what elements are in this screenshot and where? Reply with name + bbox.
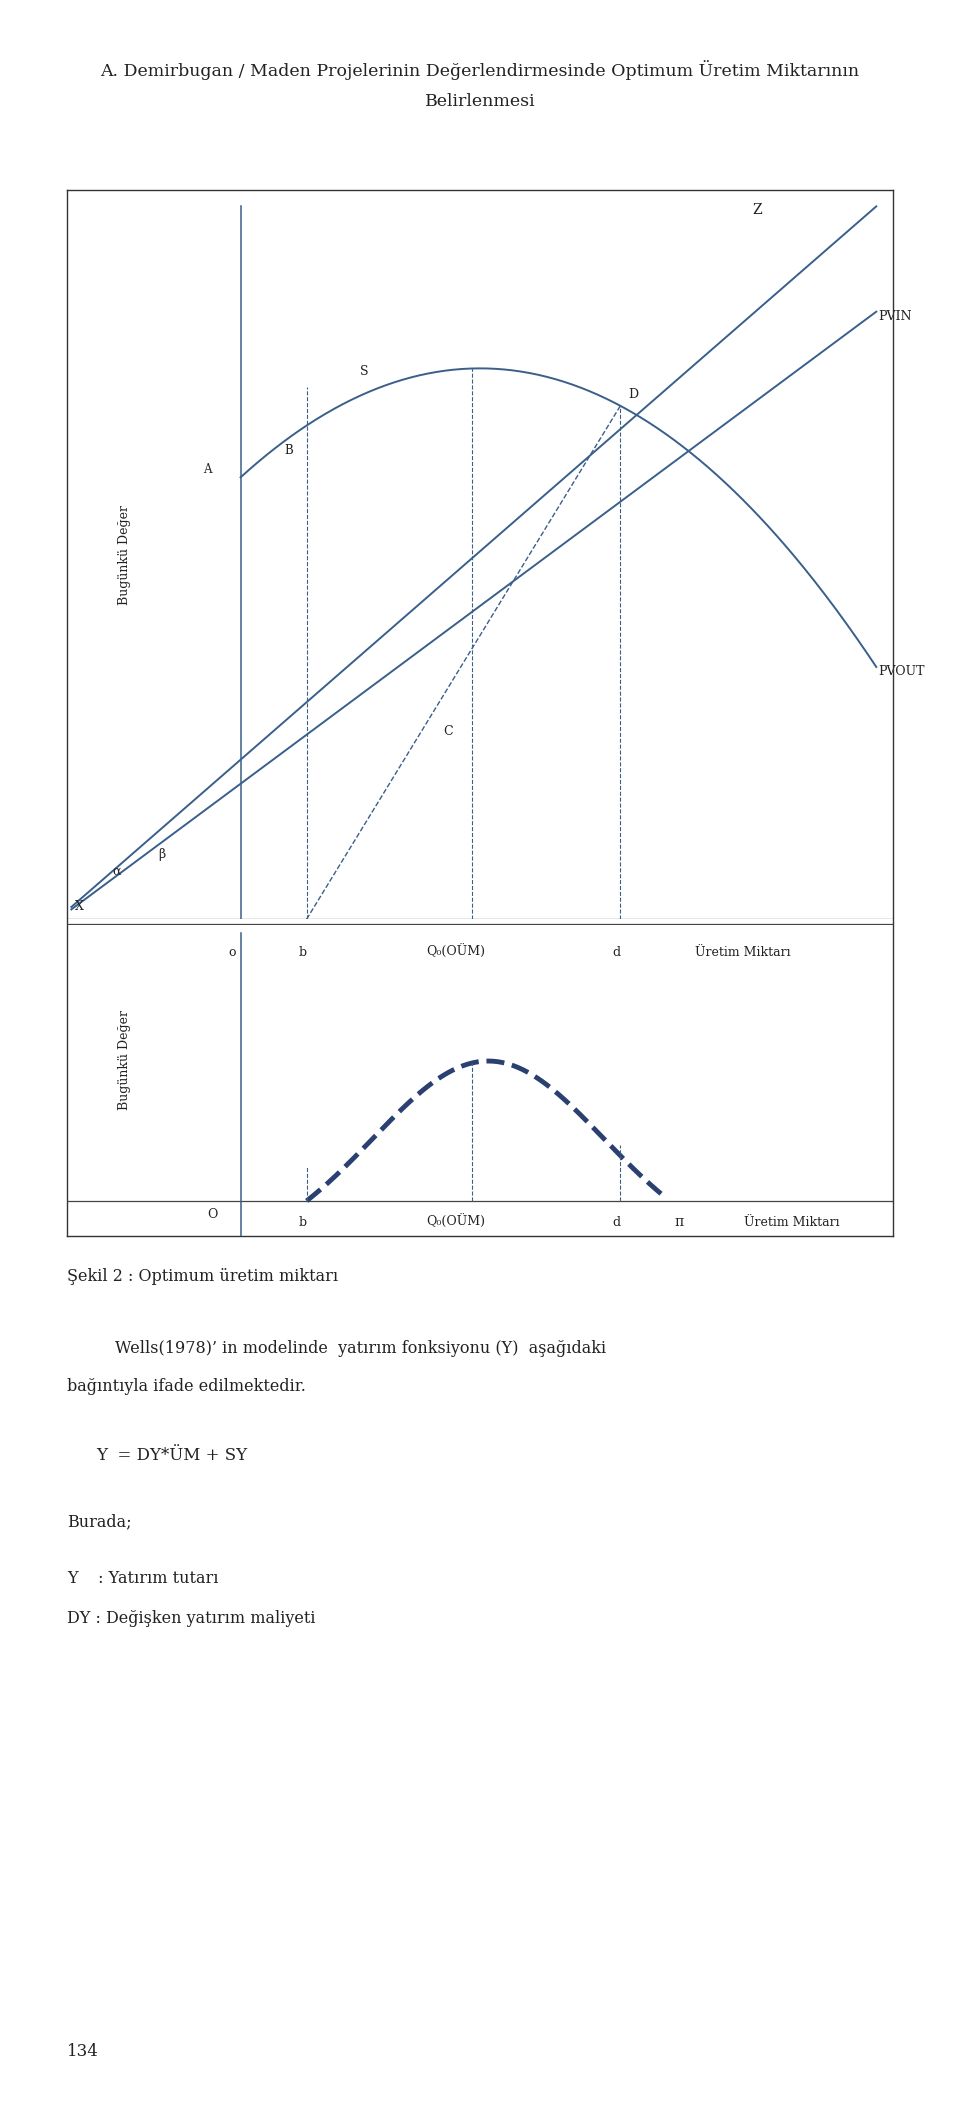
Text: β: β (158, 849, 165, 862)
Text: C: C (443, 725, 452, 737)
Text: PVIN: PVIN (878, 311, 911, 323)
Text: Üretim Miktarı: Üretim Miktarı (695, 947, 790, 959)
Text: o: o (228, 947, 236, 959)
Text: d: d (612, 1215, 620, 1228)
Text: Y  = DY*ÜM + SY: Y = DY*ÜM + SY (96, 1447, 247, 1464)
Text: b: b (299, 1215, 306, 1228)
Text: Üretim Miktarı: Üretim Miktarı (744, 1215, 840, 1228)
Text: D: D (629, 387, 638, 401)
Text: PVOUT: PVOUT (878, 666, 924, 678)
Text: π: π (674, 1215, 684, 1228)
Text: b: b (299, 947, 306, 959)
Text: A. Demirbugan / Maden Projelerinin Değerlendirmesinde Optimum Üretim Miktarının: A. Demirbugan / Maden Projelerinin Değer… (101, 59, 859, 80)
Text: Q₀(OÜM): Q₀(OÜM) (426, 945, 486, 959)
Text: Y    : Yatırım tutarı: Y : Yatırım tutarı (67, 1570, 219, 1587)
Text: S: S (360, 366, 369, 378)
Text: Burada;: Burada; (67, 1513, 132, 1530)
Text: Z: Z (753, 203, 762, 218)
Text: bağıntıyla ifade edilmektedir.: bağıntıyla ifade edilmektedir. (67, 1378, 306, 1395)
Text: Belirlenmesi: Belirlenmesi (424, 93, 536, 110)
Text: 134: 134 (67, 2043, 99, 2060)
Text: Şekil 2 : Optimum üretim miktarı: Şekil 2 : Optimum üretim miktarı (67, 1268, 338, 1285)
Text: α: α (112, 864, 121, 877)
Text: Bugünkü Değer: Bugünkü Değer (118, 1010, 132, 1109)
Text: d: d (612, 947, 620, 959)
Text: Q₀(OÜM): Q₀(OÜM) (426, 1215, 486, 1228)
Text: O: O (207, 1209, 218, 1221)
Text: A: A (204, 463, 212, 475)
Text: X: X (75, 900, 84, 913)
Text: Wells(1978)’ in modelinde  yatırım fonksiyonu (Y)  aşağıdaki: Wells(1978)’ in modelinde yatırım fonksi… (115, 1340, 607, 1357)
Text: B: B (284, 444, 293, 456)
Text: DY : Değişken yatırım maliyeti: DY : Değişken yatırım maliyeti (67, 1610, 316, 1627)
Text: Bugünkü Değer: Bugünkü Değer (118, 505, 132, 604)
